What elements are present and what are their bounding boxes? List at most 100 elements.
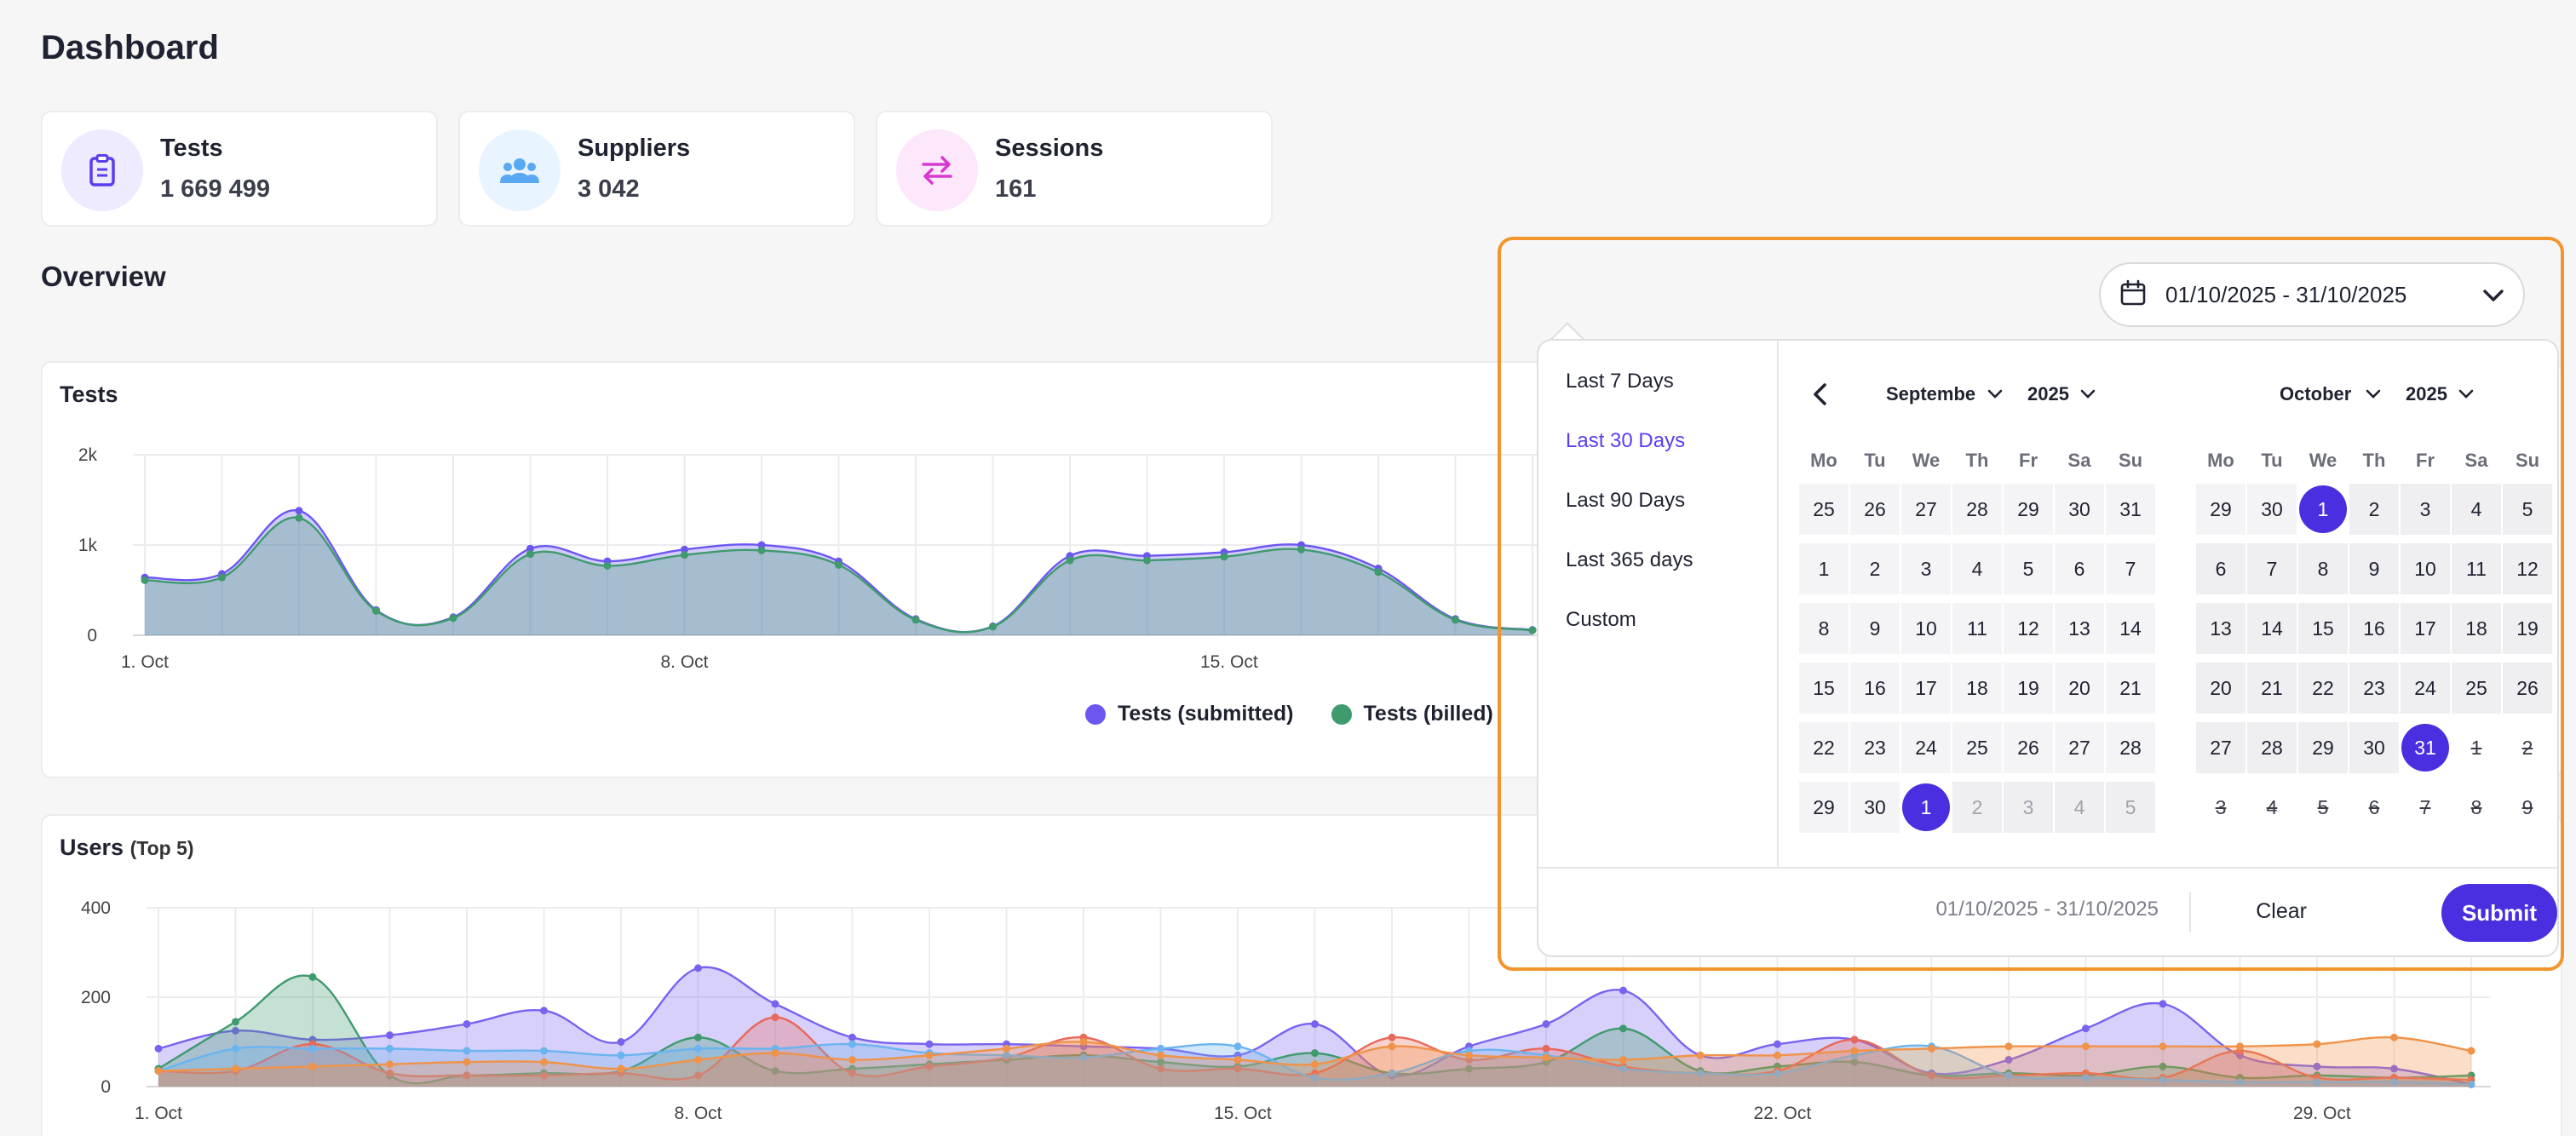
calendar-day[interactable]: 3 <box>2401 484 2450 535</box>
calendar-day[interactable]: 5 <box>2004 543 2053 594</box>
calendar-day[interactable]: 24 <box>2401 663 2450 714</box>
calendar-day[interactable]: 12 <box>2004 603 2053 654</box>
legend-item-billed[interactable]: Tests (billed) <box>1331 702 1493 726</box>
calendar-day[interactable]: 21 <box>2106 663 2155 714</box>
calendar-day[interactable]: 15 <box>1799 663 1849 714</box>
preset-last-90-days[interactable]: Last 90 Days <box>1566 489 1686 512</box>
calendar-day[interactable]: 9 <box>2349 543 2399 594</box>
calendar-day[interactable]: 2 <box>2521 736 2533 759</box>
calendar-day[interactable]: 13 <box>2196 603 2245 654</box>
calendar-day[interactable]: 30 <box>2349 722 2399 773</box>
calendar-day[interactable]: 4 <box>2055 782 2104 833</box>
calendar-day[interactable]: 28 <box>2247 722 2297 773</box>
calendar-day[interactable]: 4 <box>1952 543 2002 594</box>
calendar-day[interactable]: 28 <box>2106 722 2155 773</box>
preset-last-7-days[interactable]: Last 7 Days <box>1566 370 1674 393</box>
calendar-day[interactable]: 11 <box>1952 603 2002 654</box>
calendar-day[interactable]: 8 <box>2298 543 2348 594</box>
calendar-day[interactable]: 8 <box>2470 795 2482 818</box>
right-year-select[interactable]: 2025 <box>2406 383 2447 404</box>
calendar-day[interactable]: 27 <box>2055 722 2104 773</box>
calendar-day[interactable]: 6 <box>2196 543 2245 594</box>
preset-custom[interactable]: Custom <box>1566 608 1636 631</box>
calendar-day[interactable]: 13 <box>2055 603 2104 654</box>
calendar-day[interactable]: 7 <box>2247 543 2297 594</box>
calendar-day[interactable]: 18 <box>2452 603 2501 654</box>
calendar-day[interactable]: 25 <box>2452 663 2501 714</box>
calendar-day[interactable]: 1 <box>2470 736 2482 759</box>
calendar-day[interactable]: 21 <box>2247 663 2297 714</box>
calendar-day[interactable]: 5 <box>2317 795 2329 818</box>
preset-last-30-days[interactable]: Last 30 Days <box>1566 429 1686 452</box>
calendar-day[interactable]: 4 <box>2266 795 2278 818</box>
calendar-day[interactable]: 9 <box>1850 603 1900 654</box>
calendar-day[interactable]: 15 <box>2298 603 2348 654</box>
calendar-day[interactable]: 9 <box>2521 795 2533 818</box>
calendar-day[interactable]: 25 <box>1952 722 2002 773</box>
calendar-day[interactable]: 16 <box>1850 663 1900 714</box>
calendar-day[interactable]: 10 <box>1901 603 1951 654</box>
calendar-day[interactable]: 22 <box>2298 663 2348 714</box>
calendar-day[interactable]: 30 <box>2247 484 2297 535</box>
left-year-select[interactable]: 2025 <box>2027 383 2069 404</box>
calendar-day[interactable]: 26 <box>1850 484 1900 535</box>
calendar-day[interactable]: 14 <box>2106 603 2155 654</box>
calendar-day[interactable]: 2 <box>2349 484 2399 535</box>
calendar-day[interactable]: 1 <box>1799 543 1849 594</box>
calendar-day[interactable]: 31 <box>2106 484 2155 535</box>
calendar-day[interactable]: 30 <box>1850 782 1900 833</box>
calendar-day[interactable]: 25 <box>1799 484 1849 535</box>
calendar-day[interactable]: 20 <box>2196 663 2245 714</box>
calendar-day[interactable]: 17 <box>1901 663 1951 714</box>
calendar-day[interactable]: 27 <box>2196 722 2245 773</box>
calendar-day[interactable]: 10 <box>2401 543 2450 594</box>
calendar-day[interactable]: 5 <box>2503 484 2552 535</box>
calendar-day[interactable]: 22 <box>1799 722 1849 773</box>
prev-month-button[interactable] <box>1809 382 1831 411</box>
calendar-day[interactable]: 31 <box>2401 724 2449 772</box>
preset-last-365-days[interactable]: Last 365 days <box>1566 548 1693 571</box>
calendar-day[interactable]: 6 <box>2368 795 2380 818</box>
date-range-trigger[interactable]: 01/10/2025 - 31/10/2025 <box>2099 262 2525 327</box>
calendar-day[interactable]: 16 <box>2349 603 2399 654</box>
calendar-day[interactable]: 7 <box>2106 543 2155 594</box>
calendar-day[interactable]: 27 <box>1901 484 1951 535</box>
calendar-day[interactable]: 19 <box>2503 603 2552 654</box>
calendar-day[interactable]: 29 <box>1799 782 1849 833</box>
calendar-day[interactable]: 19 <box>2004 663 2053 714</box>
calendar-day[interactable]: 23 <box>1850 722 1900 773</box>
calendar-day[interactable]: 2 <box>1952 782 2002 833</box>
calendar-day[interactable]: 20 <box>2055 663 2104 714</box>
calendar-day[interactable]: 29 <box>2196 484 2245 535</box>
legend-item-submitted[interactable]: Tests (submitted) <box>1085 702 1294 726</box>
calendar-day[interactable]: 6 <box>2055 543 2104 594</box>
calendar-day[interactable]: 7 <box>2419 795 2431 818</box>
calendar-day[interactable]: 3 <box>2004 782 2053 833</box>
right-month-select[interactable]: October <box>2280 383 2352 404</box>
clear-button[interactable]: Clear <box>2256 899 2307 923</box>
calendar-day[interactable]: 4 <box>2452 484 2501 535</box>
calendar-day[interactable]: 11 <box>2452 543 2501 594</box>
calendar-day[interactable]: 26 <box>2503 663 2552 714</box>
calendar-day[interactable]: 30 <box>2055 484 2104 535</box>
calendar-day[interactable]: 14 <box>2247 603 2297 654</box>
calendar-day[interactable]: 3 <box>2215 795 2227 818</box>
calendar-day[interactable]: 26 <box>2004 722 2053 773</box>
submit-button[interactable]: Submit <box>2441 884 2557 942</box>
calendar-day[interactable]: 2 <box>1850 543 1900 594</box>
calendar-day[interactable]: 29 <box>2004 484 2053 535</box>
left-month-select[interactable]: Septembe <box>1886 383 1976 404</box>
calendar-day[interactable]: 29 <box>2298 722 2348 773</box>
calendar-day[interactable]: 1 <box>2299 485 2347 533</box>
calendar-day[interactable]: 17 <box>2401 603 2450 654</box>
calendar-day[interactable]: 12 <box>2503 543 2552 594</box>
calendar-day[interactable]: 8 <box>1799 603 1849 654</box>
calendar-day[interactable]: 24 <box>1901 722 1951 773</box>
users-chart: 0 200 400 1. Oct 8. Oct 15. Oct 22. Oct 29. Oct <box>81 898 2491 1123</box>
calendar-day[interactable]: 28 <box>1952 484 2002 535</box>
calendar-day[interactable]: 5 <box>2106 782 2155 833</box>
calendar-day[interactable]: 1 <box>1902 783 1950 831</box>
calendar-day[interactable]: 18 <box>1952 663 2002 714</box>
calendar-day[interactable]: 23 <box>2349 663 2399 714</box>
calendar-day[interactable]: 3 <box>1901 543 1951 594</box>
